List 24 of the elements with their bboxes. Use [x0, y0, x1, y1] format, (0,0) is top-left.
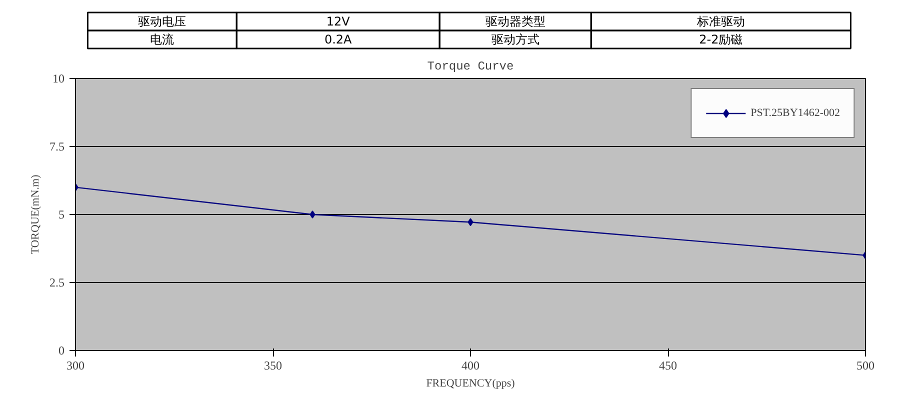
text: 电流 — [150, 32, 174, 46]
text: 12V — [326, 14, 351, 28]
x-tick-label: 300 — [66, 358, 84, 372]
y-axis-title: TORQUE(mN.m) — [30, 174, 42, 254]
point — [310, 210, 316, 218]
text: 驱动方式 — [491, 32, 540, 46]
text: 2-2励磁 — [699, 32, 743, 46]
text: 0.2A — [324, 32, 353, 46]
point — [468, 218, 474, 226]
x-tick-label: 400 — [462, 358, 480, 372]
chart-title: Torque Curve — [427, 60, 514, 74]
x-tick-label: 450 — [659, 358, 677, 372]
y-tick-label: 5 — [58, 208, 64, 222]
text: 标准驱动 — [696, 14, 745, 28]
y-tick-label: 0 — [58, 344, 64, 358]
legend-label: PST.25BY1462-002 — [750, 107, 840, 119]
x-tick-label: 500 — [856, 358, 874, 372]
x-axis-title: FREQUENCY(pps) — [426, 378, 516, 390]
y-tick-label: 7.5 — [50, 140, 64, 154]
y-tick-label: 2.5 — [50, 276, 64, 290]
text: 驱动电压 — [138, 14, 186, 28]
text: 驱动器类型 — [485, 14, 546, 28]
x-tick-label: 350 — [264, 358, 282, 372]
y-tick-label: 10 — [52, 72, 64, 86]
